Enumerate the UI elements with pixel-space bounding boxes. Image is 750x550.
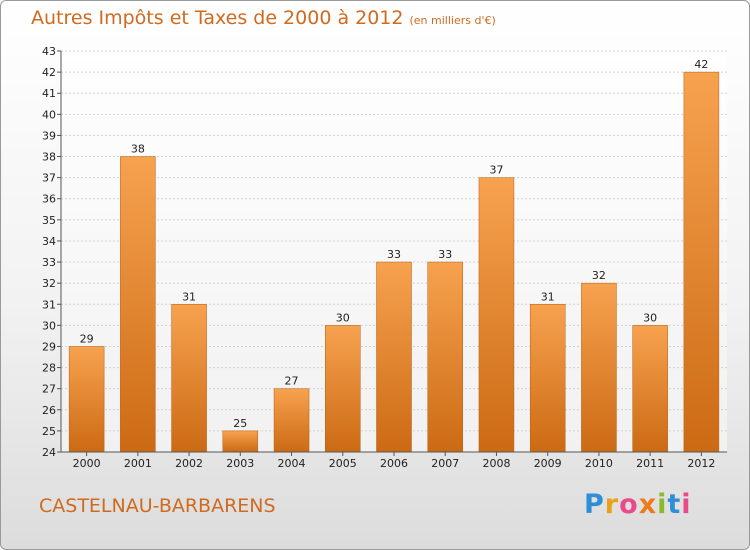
- y-tick-label: 34: [42, 235, 56, 248]
- x-tick-label: 2005: [329, 457, 357, 470]
- x-tick-label: 2001: [124, 457, 152, 470]
- y-tick-label: 37: [42, 172, 56, 185]
- logo-letter: x: [638, 489, 658, 520]
- y-tick-label: 38: [42, 151, 56, 164]
- x-tick-label: 2012: [687, 457, 715, 470]
- chart-title: Autres Impôts et Taxes de 2000 à 2012 (en…: [31, 7, 496, 29]
- y-tick-label: 25: [42, 425, 56, 438]
- bar-value-label: 33: [438, 248, 452, 261]
- bar-value-label: 30: [643, 311, 657, 324]
- bar-2004: [273, 388, 310, 453]
- x-tick-label: 2010: [585, 457, 613, 470]
- bar-value-label: 31: [541, 290, 555, 303]
- bars: 29 38 31 25 27 30 33 33 37 31 32 30 42: [68, 58, 720, 453]
- chart-title-text: Autres Impôts et Taxes de 2000 à 2012: [31, 7, 404, 29]
- bar-value-label: 32: [592, 269, 606, 282]
- y-tick-label: 27: [42, 383, 56, 396]
- x-tick-label: 2008: [482, 457, 510, 470]
- y-tick-label: 42: [42, 66, 56, 79]
- logo-letter: o: [619, 489, 639, 520]
- bar-value-label: 25: [233, 417, 247, 430]
- bar-value-label: 29: [80, 332, 94, 345]
- y-tick-label: 28: [42, 362, 56, 375]
- y-tick-label: 24: [42, 446, 56, 459]
- bar-value-label: 31: [182, 290, 196, 303]
- y-tick-label: 30: [42, 319, 56, 332]
- logo-letter: r: [604, 489, 620, 520]
- logo-letter: i: [657, 489, 668, 520]
- y-tick-label: 33: [42, 256, 56, 269]
- bar-2008: [478, 177, 515, 453]
- bar-2005: [325, 325, 361, 453]
- place-name: CASTELNAU-BARBARENS: [39, 495, 276, 517]
- y-axis: 24 25 26 27 28 29 30 31 32 33 34 35 36 37 38 39 40 41 42 43: [42, 45, 62, 459]
- x-tick-label: 2006: [380, 457, 408, 470]
- x-tick-label: 2011: [636, 457, 664, 470]
- bar-2012: [683, 71, 720, 453]
- bar-2007: [427, 261, 463, 453]
- y-tick-label: 41: [42, 87, 56, 100]
- bar-value-label: 33: [387, 248, 401, 261]
- logo-letter: t: [667, 489, 682, 520]
- x-axis: 2000 2001 2002 2003 2004 2005 2006 2007 2008 2009…: [61, 451, 727, 470]
- bar-2002: [171, 304, 207, 453]
- y-tick-label: 32: [42, 277, 56, 290]
- x-tick-label: 2009: [534, 457, 562, 470]
- bar-value-label: 42: [694, 58, 708, 71]
- bar-value-label: 27: [285, 375, 299, 388]
- x-tick-label: 2000: [73, 457, 101, 470]
- bar-2001: [120, 156, 156, 453]
- x-tick-label: 2004: [278, 457, 306, 470]
- bar-value-label: 30: [336, 311, 350, 324]
- y-tick-label: 43: [42, 45, 56, 58]
- bar-2000: [68, 346, 105, 453]
- bar-2011: [632, 325, 668, 453]
- y-tick-label: 35: [42, 214, 56, 227]
- y-tick-label: 29: [42, 340, 56, 353]
- bar-2009: [529, 304, 566, 453]
- x-tick-label: 2007: [431, 457, 459, 470]
- chart-unit: (en milliers d'€): [409, 14, 496, 27]
- y-tick-label: 26: [42, 404, 56, 417]
- proxiti-logo: Proxiti: [584, 489, 692, 520]
- y-tick-label: 40: [42, 108, 56, 121]
- bar-value-label: 38: [131, 143, 145, 156]
- bar-2010: [581, 282, 617, 453]
- y-tick-label: 36: [42, 193, 56, 206]
- x-tick-label: 2002: [175, 457, 203, 470]
- logo-letter: P: [584, 489, 605, 520]
- y-tick-label: 39: [42, 129, 56, 142]
- bar-2003: [222, 430, 259, 453]
- y-tick-label: 31: [42, 298, 56, 311]
- bar-value-label: 37: [489, 164, 503, 177]
- bar-2006: [376, 261, 412, 453]
- logo-letter: i: [681, 489, 692, 520]
- x-tick-label: 2003: [226, 457, 254, 470]
